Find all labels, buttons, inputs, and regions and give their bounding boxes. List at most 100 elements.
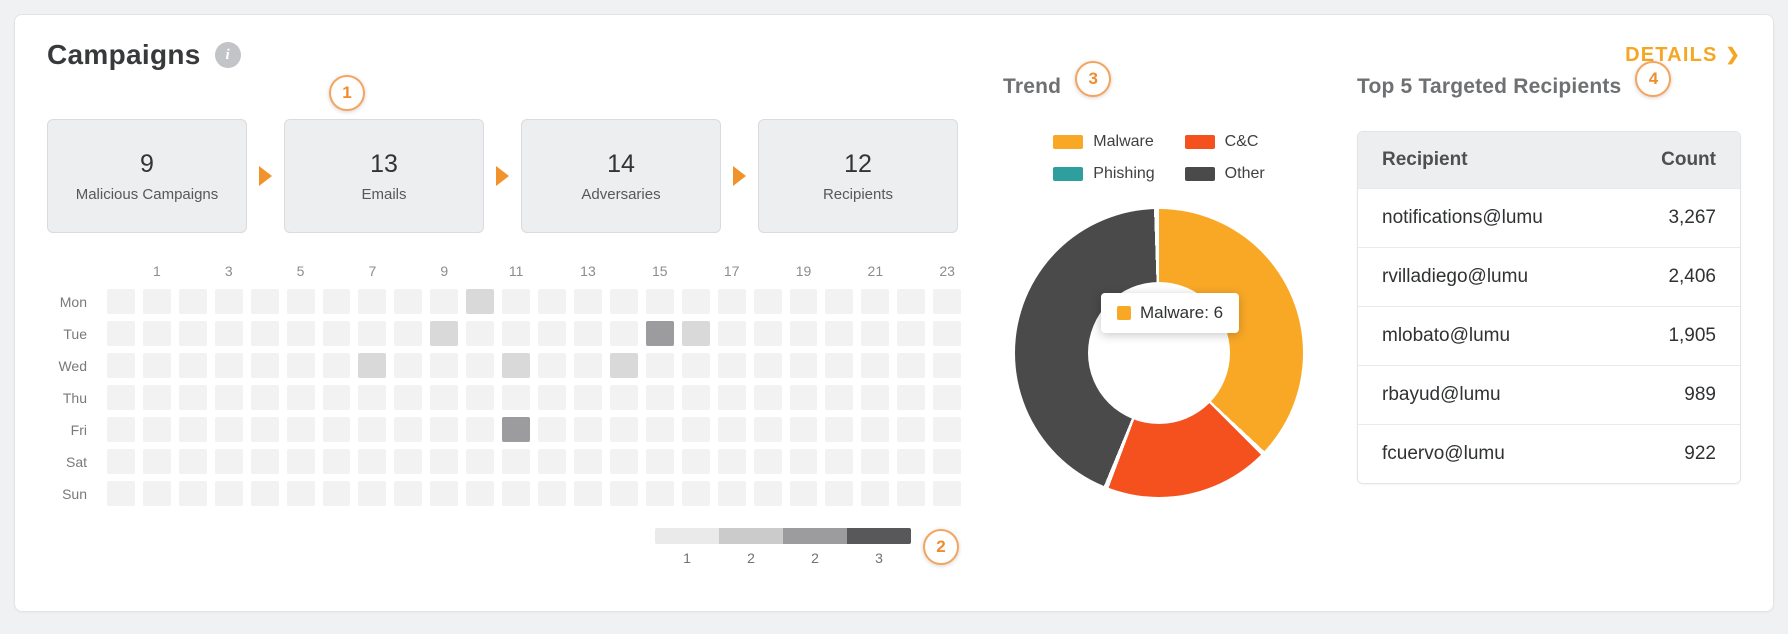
heatmap-cell[interactable]: [753, 321, 782, 346]
heatmap-cell[interactable]: [933, 321, 962, 346]
heatmap-cell[interactable]: [933, 417, 962, 442]
stat-card-emails[interactable]: 13 Emails: [284, 119, 484, 233]
heatmap-cell[interactable]: [573, 385, 602, 410]
heatmap-cell[interactable]: [825, 385, 854, 410]
heatmap-cell[interactable]: [573, 321, 602, 346]
legend-item-cc[interactable]: C&C: [1184, 133, 1265, 151]
heatmap-cell[interactable]: [322, 353, 351, 378]
heatmap-cell[interactable]: [250, 321, 279, 346]
heatmap-cell[interactable]: [861, 289, 890, 314]
heatmap-cell[interactable]: [681, 417, 710, 442]
heatmap-cell[interactable]: [573, 417, 602, 442]
heatmap-cell[interactable]: [681, 321, 710, 346]
heatmap-cell[interactable]: [897, 353, 926, 378]
heatmap-cell[interactable]: [609, 321, 638, 346]
heatmap-cell[interactable]: [897, 417, 926, 442]
heatmap-cell[interactable]: [214, 385, 243, 410]
heatmap-cell[interactable]: [430, 417, 459, 442]
heatmap-cell[interactable]: [933, 449, 962, 474]
heatmap-cell[interactable]: [502, 385, 531, 410]
heatmap-cell[interactable]: [609, 353, 638, 378]
heatmap-cell[interactable]: [178, 481, 207, 506]
heatmap-cell[interactable]: [645, 289, 674, 314]
heatmap-cell[interactable]: [286, 449, 315, 474]
heatmap-cell[interactable]: [142, 385, 171, 410]
heatmap-cell[interactable]: [358, 481, 387, 506]
heatmap-cell[interactable]: [645, 449, 674, 474]
heatmap-cell[interactable]: [142, 289, 171, 314]
heatmap-cell[interactable]: [861, 385, 890, 410]
heatmap-cell[interactable]: [861, 353, 890, 378]
heatmap-cell[interactable]: [753, 481, 782, 506]
heatmap-cell[interactable]: [609, 417, 638, 442]
heatmap-cell[interactable]: [214, 481, 243, 506]
heatmap-cell[interactable]: [681, 385, 710, 410]
heatmap-cell[interactable]: [538, 353, 566, 378]
info-icon[interactable]: i: [214, 42, 241, 68]
heatmap-cell[interactable]: [286, 321, 315, 346]
heatmap-cell[interactable]: [645, 417, 674, 442]
heatmap-cell[interactable]: [322, 289, 351, 314]
heatmap-cell[interactable]: [250, 481, 279, 506]
heatmap-cell[interactable]: [789, 321, 818, 346]
details-link[interactable]: DETAILS ❯: [1625, 44, 1741, 67]
heatmap-cell[interactable]: [933, 353, 962, 378]
heatmap-cell[interactable]: [250, 385, 279, 410]
heatmap-cell[interactable]: [609, 481, 638, 506]
heatmap-cell[interactable]: [107, 353, 135, 378]
heatmap-cell[interactable]: [861, 449, 890, 474]
heatmap-cell[interactable]: [897, 321, 926, 346]
heatmap-cell[interactable]: [717, 449, 746, 474]
heatmap-cell[interactable]: [286, 417, 315, 442]
heatmap-cell[interactable]: [286, 481, 315, 506]
heatmap-cell[interactable]: [107, 417, 135, 442]
heatmap-cell[interactable]: [538, 289, 566, 314]
heatmap-cell[interactable]: [717, 289, 746, 314]
heatmap-cell[interactable]: [538, 449, 566, 474]
heatmap-cell[interactable]: [466, 417, 495, 442]
legend-item-malware[interactable]: Malware: [1053, 133, 1154, 151]
heatmap-cell[interactable]: [933, 289, 962, 314]
heatmap-cell[interactable]: [107, 321, 135, 346]
heatmap-cell[interactable]: [861, 321, 890, 346]
heatmap-cell[interactable]: [861, 417, 890, 442]
heatmap-cell[interactable]: [322, 449, 351, 474]
heatmap-cell[interactable]: [178, 353, 207, 378]
heatmap-cell[interactable]: [645, 321, 674, 346]
heatmap-cell[interactable]: [394, 353, 423, 378]
heatmap-cell[interactable]: [825, 353, 854, 378]
heatmap-cell[interactable]: [789, 353, 818, 378]
heatmap-cell[interactable]: [322, 321, 351, 346]
heatmap-cell[interactable]: [250, 417, 279, 442]
heatmap-cell[interactable]: [358, 289, 387, 314]
heatmap-cell[interactable]: [430, 289, 459, 314]
heatmap-cell[interactable]: [933, 481, 962, 506]
heatmap-cell[interactable]: [107, 385, 135, 410]
heatmap-cell[interactable]: [573, 289, 602, 314]
heatmap-cell[interactable]: [717, 417, 746, 442]
heatmap-cell[interactable]: [394, 385, 423, 410]
heatmap-cell[interactable]: [394, 289, 423, 314]
heatmap-cell[interactable]: [789, 385, 818, 410]
heatmap-cell[interactable]: [394, 321, 423, 346]
heatmap-cell[interactable]: [466, 289, 495, 314]
heatmap-cell[interactable]: [645, 353, 674, 378]
heatmap-cell[interactable]: [645, 481, 674, 506]
heatmap-cell[interactable]: [107, 481, 135, 506]
heatmap-cell[interactable]: [897, 385, 926, 410]
heatmap-cell[interactable]: [789, 289, 818, 314]
heatmap-cell[interactable]: [825, 449, 854, 474]
heatmap-cell[interactable]: [753, 449, 782, 474]
heatmap-cell[interactable]: [861, 481, 890, 506]
heatmap-cell[interactable]: [609, 289, 638, 314]
heatmap-cell[interactable]: [358, 353, 387, 378]
heatmap-cell[interactable]: [538, 385, 566, 410]
heatmap-cell[interactable]: [142, 321, 171, 346]
heatmap-cell[interactable]: [466, 321, 495, 346]
heatmap-cell[interactable]: [717, 385, 746, 410]
heatmap-cell[interactable]: [538, 321, 566, 346]
heatmap-cell[interactable]: [250, 289, 279, 314]
heatmap-cell[interactable]: [825, 321, 854, 346]
heatmap-cell[interactable]: [825, 289, 854, 314]
legend-item-other[interactable]: Other: [1184, 165, 1265, 183]
